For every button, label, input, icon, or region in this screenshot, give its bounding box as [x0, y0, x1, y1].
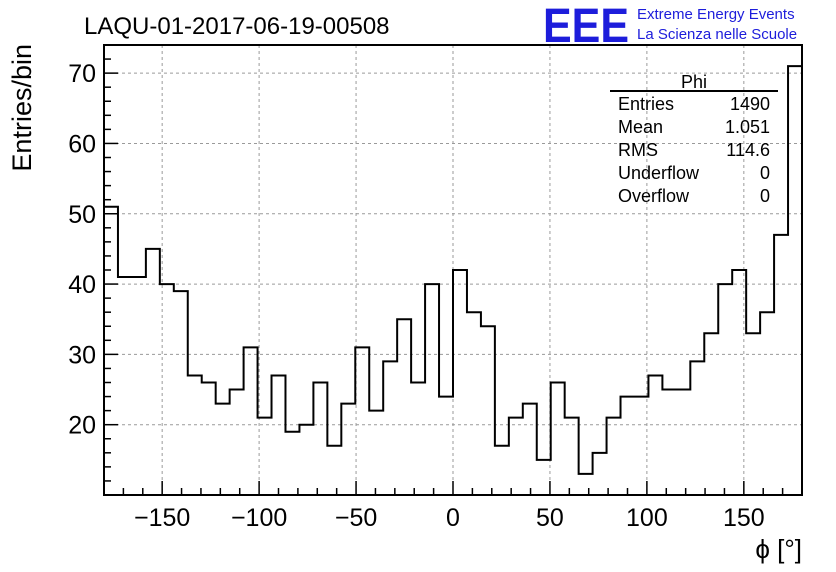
histogram-bin	[523, 404, 537, 495]
histogram-bin	[104, 207, 118, 495]
histogram-bin	[607, 418, 621, 495]
histogram-bin	[760, 312, 774, 495]
plot-frame	[103, 44, 803, 496]
y-tick-label: 40	[68, 271, 96, 299]
stats-value: 114.6	[726, 140, 770, 160]
histogram-bin	[704, 333, 718, 495]
histogram-bin	[285, 432, 299, 495]
histogram-bin	[551, 383, 565, 496]
histogram-bin	[369, 411, 383, 495]
histogram-bin	[230, 390, 244, 495]
x-tick-label: 50	[536, 504, 564, 532]
stats-value: 0	[760, 163, 770, 183]
stats-label: RMS	[618, 140, 658, 160]
stats-label: Entries	[618, 94, 674, 114]
y-tick-label: 60	[68, 130, 96, 158]
histogram-bin	[118, 277, 132, 495]
y-tick-label: 50	[68, 201, 96, 229]
x-tick-label: 150	[723, 504, 765, 532]
histogram-bin	[634, 397, 648, 495]
histogram-bin	[676, 390, 690, 495]
y-axis-label: Entries/bin	[7, 44, 37, 172]
histogram-bin	[299, 425, 313, 495]
stats-label: Overflow	[618, 186, 690, 206]
histogram-bin	[788, 66, 802, 495]
y-axis-ticks: 20 30 40 50 60 70	[68, 44, 118, 482]
histogram-bin	[579, 474, 593, 495]
histogram-bin	[621, 397, 635, 495]
x-tick-label: 100	[626, 504, 668, 532]
x-tick-label: 0	[446, 504, 460, 532]
y-tick-label: 20	[68, 412, 96, 440]
x-axis-label: ϕ [°]	[755, 534, 802, 564]
histogram-bin	[565, 418, 579, 495]
histogram-bin	[397, 319, 411, 495]
histogram-bin	[495, 446, 509, 495]
histogram-bin	[327, 446, 341, 495]
histogram-bin	[313, 383, 327, 496]
histogram-bin	[593, 453, 607, 495]
histogram-bin	[509, 418, 523, 495]
histogram-bin	[355, 347, 369, 495]
y-tick-label: 70	[68, 60, 96, 88]
eee-logo-line2: La Scienza nelle Scuole	[637, 26, 797, 43]
stats-rows: Entries 1490 Mean 1.051 RMS 114.6 Underflow 0 Ov…	[618, 94, 770, 206]
stats-label: Underflow	[618, 163, 700, 183]
y-tick-label: 30	[68, 341, 96, 369]
histogram-bin	[341, 404, 355, 495]
eee-logo-line1: Extreme Energy Events	[637, 6, 795, 23]
histogram-bin	[383, 361, 397, 495]
x-tick-label: −100	[231, 504, 287, 532]
histogram-bin	[216, 404, 230, 495]
histogram-bin	[244, 347, 258, 495]
histogram-bin	[132, 277, 146, 495]
histogram-bin	[453, 270, 467, 495]
histogram-bin	[648, 375, 662, 495]
histogram-bin	[411, 383, 425, 496]
eee-logo: EEE Extreme Energy Events La Scienza nel…	[543, 0, 797, 53]
stats-value: 1490	[730, 94, 770, 114]
histogram-bin	[272, 375, 286, 495]
histogram-bin	[202, 383, 216, 496]
histogram-outline	[104, 65, 802, 475]
histogram-bin	[746, 333, 760, 495]
histogram-bin	[662, 390, 676, 495]
x-axis-ticks: −150 −100 −50 0 50 100 150	[122, 481, 784, 532]
histogram-bin	[439, 397, 453, 495]
stats-value: 1.051	[725, 117, 770, 137]
histogram-bin	[425, 284, 439, 495]
x-tick-label: −150	[134, 504, 190, 532]
stats-label: Mean	[618, 117, 663, 137]
histogram-bin	[467, 312, 481, 495]
histogram-bin	[718, 284, 732, 495]
histogram-bin	[690, 361, 704, 495]
histogram-bin	[774, 235, 788, 495]
stats-value: 0	[760, 186, 770, 206]
histogram-bin	[188, 375, 202, 495]
histogram-bin	[174, 291, 188, 495]
histogram-bin	[481, 326, 495, 495]
chart-title: LAQU-01-2017-06-19-00508	[84, 13, 390, 40]
stats-box: Phi Entries 1490 Mean 1.051 RMS 114.6 Underflo…	[610, 72, 778, 206]
stats-title: Phi	[681, 72, 707, 92]
x-tick-label: −50	[335, 504, 377, 532]
histogram-bin	[146, 249, 160, 495]
histogram-bin	[537, 460, 551, 495]
